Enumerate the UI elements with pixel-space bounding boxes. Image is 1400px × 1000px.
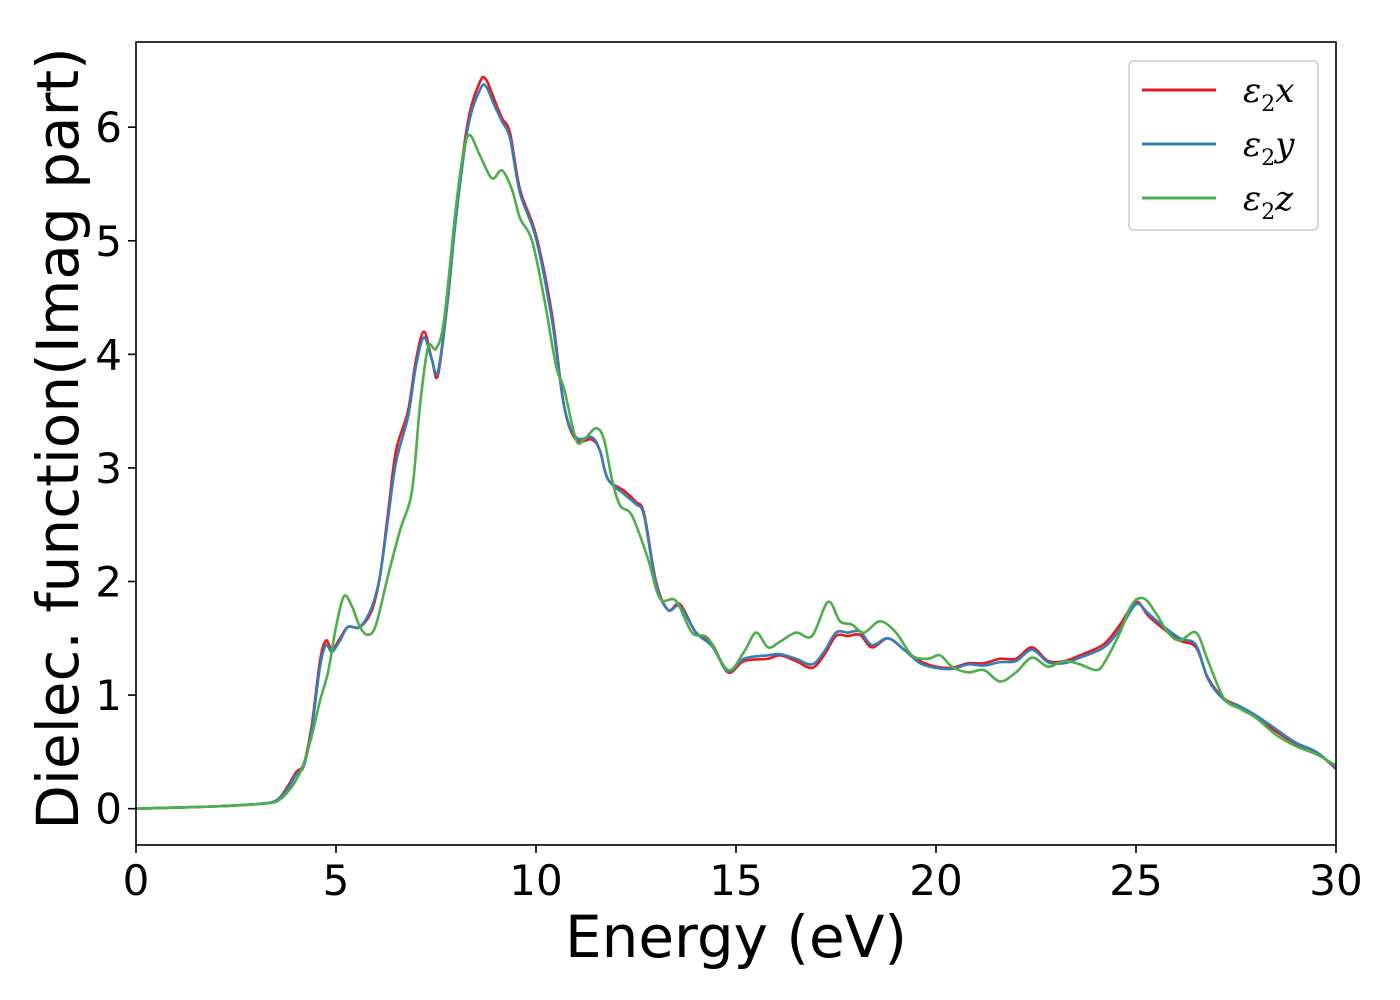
legend-item-y: ε2y — [1142, 125, 1295, 171]
y-tick-label: 2 — [95, 557, 122, 606]
x-tick-label: 25 — [1109, 856, 1162, 905]
series-layer — [136, 75, 1336, 810]
x-tick-label: 15 — [709, 856, 762, 905]
legend-item-x: ε2x — [1142, 71, 1294, 117]
y-tick-label: 1 — [95, 671, 122, 720]
legend-label: ε2y — [1243, 125, 1295, 171]
y-tick-label: 6 — [95, 103, 122, 152]
x-tick-label: 10 — [509, 856, 562, 905]
legend-label: ε2x — [1243, 71, 1294, 117]
series-line-y — [136, 83, 1336, 810]
x-axis-ticks: 0 5 10 15 20 25 30 — [123, 845, 1363, 905]
x-axis-title: Energy (eV) — [565, 903, 907, 971]
y-tick-label: 3 — [95, 444, 122, 493]
legend: ε2x ε2y ε2z — [1128, 60, 1319, 231]
y-tick-label: 0 — [95, 785, 122, 834]
y-axis-ticks: 0 1 2 3 4 5 6 — [95, 103, 136, 834]
legend-box — [1128, 60, 1319, 231]
x-tick-label: 0 — [123, 856, 150, 905]
x-tick-label: 20 — [909, 856, 962, 905]
legend-item-z: ε2z — [1142, 179, 1294, 225]
y-tick-label: 5 — [95, 217, 122, 266]
x-tick-label: 5 — [323, 856, 350, 905]
y-tick-label: 4 — [95, 330, 122, 379]
series-line-z — [136, 133, 1336, 810]
y-axis-title: Dielec. function(Imag part) — [24, 47, 92, 830]
x-tick-label: 30 — [1309, 856, 1362, 905]
legend-label: ε2z — [1243, 179, 1294, 225]
